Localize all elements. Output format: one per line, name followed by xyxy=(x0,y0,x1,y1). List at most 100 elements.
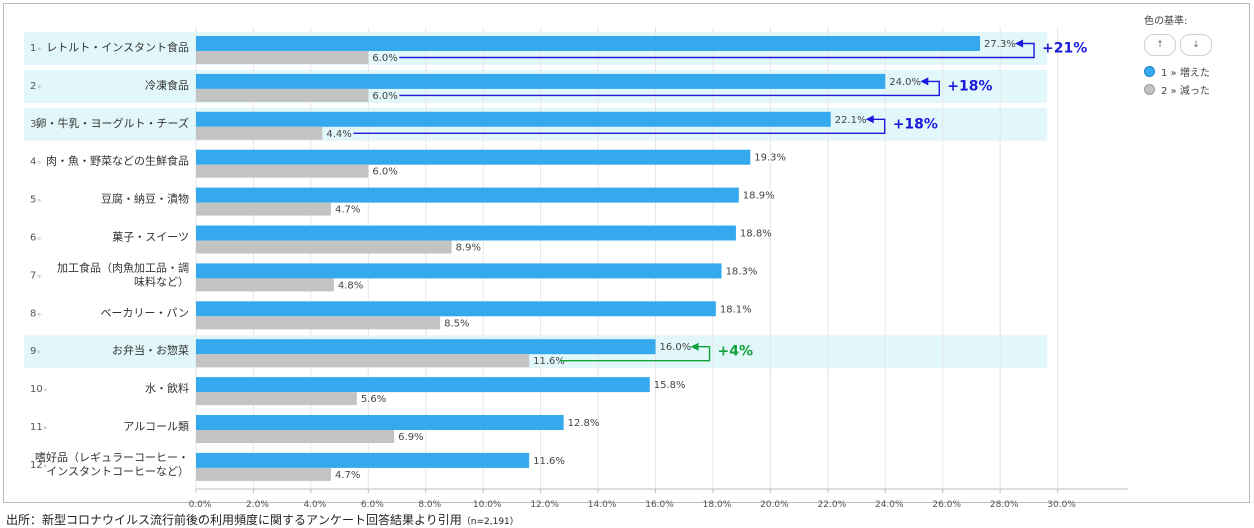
color-legend: 色の基準: ↑ ↓ 1 » 増えた 2 » 減った xyxy=(1144,12,1244,100)
x-tick-label: 18.0% xyxy=(703,500,732,510)
data-label-increased: 16.0% xyxy=(660,342,692,353)
x-tick-label: 26.0% xyxy=(932,500,961,510)
bar-increased xyxy=(196,301,716,317)
x-tick-label: 30.0% xyxy=(1047,500,1076,510)
bar-decreased xyxy=(196,202,331,216)
row-rank: 1 xyxy=(30,43,36,54)
x-tick-label: 10.0% xyxy=(473,500,502,510)
x-tick-label: 14.0% xyxy=(588,500,617,510)
bar-decreased xyxy=(196,278,334,292)
row-rank: 7 xyxy=(30,270,36,281)
annotation-connector xyxy=(560,346,711,362)
row-rank: 9 xyxy=(30,346,36,357)
bar-decreased xyxy=(196,430,395,443)
x-tick-label: 8.0% xyxy=(418,500,441,510)
category-label: 菓子・スイーツ xyxy=(112,231,189,244)
data-label-increased: 22.1% xyxy=(835,115,867,126)
data-label-decreased: 6.0% xyxy=(372,167,397,178)
sort-descending-button[interactable]: ↓ xyxy=(1180,34,1212,56)
annotation-label: +21% xyxy=(1042,41,1087,57)
bar-decreased xyxy=(196,51,369,64)
row-rank-marker: » xyxy=(37,310,41,318)
bar-increased xyxy=(196,377,650,393)
row-rank-marker: » xyxy=(43,424,47,432)
data-label-decreased: 6.0% xyxy=(372,91,397,102)
category-label: インスタントコーヒーなど） xyxy=(46,465,189,478)
row-rank: 3 xyxy=(30,119,36,130)
legend-item-increased[interactable]: 1 » 増えた xyxy=(1144,64,1244,79)
annotation-arrowhead xyxy=(865,115,874,124)
row-rank-marker: » xyxy=(37,45,41,53)
row-rank: 12 xyxy=(30,460,43,471)
row-rank-marker: » xyxy=(37,235,41,243)
row-rank-marker: » xyxy=(37,159,41,167)
x-tick-label: 22.0% xyxy=(818,500,847,510)
category-label: お弁当・お惣菜 xyxy=(112,343,189,357)
category-label: 冷凍食品 xyxy=(145,78,189,92)
legend-swatch-increased xyxy=(1144,65,1155,77)
row-rank: 10 xyxy=(30,384,43,395)
row-rank: 2 xyxy=(30,81,36,92)
x-tick-label: 28.0% xyxy=(990,500,1019,510)
x-tick-label: 6.0% xyxy=(361,500,384,510)
legend-item-decreased[interactable]: 2 » 減った xyxy=(1144,82,1244,97)
x-tick-label: 12.0% xyxy=(530,500,559,510)
data-label-increased: 11.6% xyxy=(533,456,565,467)
data-label-decreased: 11.6% xyxy=(533,356,565,367)
category-label: 水・飲料 xyxy=(145,381,189,395)
category-label: ベーカリー・パン xyxy=(100,306,189,319)
annotation-connector xyxy=(353,118,886,135)
annotation-arrowhead xyxy=(920,77,929,86)
data-label-decreased: 8.9% xyxy=(456,243,481,254)
data-label-decreased: 4.7% xyxy=(335,470,360,481)
sort-ascending-button[interactable]: ↑ xyxy=(1144,34,1176,56)
category-label: 卵・牛乳・ヨーグルト・チーズ xyxy=(36,116,189,130)
row-rank-marker: » xyxy=(37,121,41,129)
data-label-increased: 12.8% xyxy=(568,418,600,429)
data-label-decreased: 4.4% xyxy=(326,129,351,140)
legend-sort-controls: ↑ ↓ xyxy=(1144,34,1244,56)
bar-decreased xyxy=(196,126,323,140)
category-label: 味料など） xyxy=(134,274,189,288)
bar-increased xyxy=(196,263,722,279)
bar-increased xyxy=(196,452,530,468)
row-rank: 4 xyxy=(30,157,36,168)
row-rank: 8 xyxy=(30,308,36,319)
annotation-label: +4% xyxy=(718,344,754,360)
data-label-decreased: 6.9% xyxy=(398,432,423,443)
x-tick-label: 0.0% xyxy=(189,500,212,510)
data-label-increased: 18.3% xyxy=(726,266,758,277)
row-rank-marker: » xyxy=(37,348,41,356)
bar-increased xyxy=(196,36,981,51)
category-label: アルコール類 xyxy=(123,420,189,433)
sample-size: （n=2,191） xyxy=(461,517,519,527)
annotation-connector xyxy=(399,80,940,97)
data-label-increased: 18.8% xyxy=(740,229,772,240)
row-rank-marker: » xyxy=(37,83,41,91)
bar-decreased xyxy=(196,240,452,254)
bar-increased xyxy=(196,339,656,355)
annotation-connector xyxy=(399,42,1035,59)
legend-swatch-decreased xyxy=(1144,83,1155,95)
legend-title: 色の基準: xyxy=(1144,16,1188,27)
bar-increased xyxy=(196,225,736,241)
category-label: 加工食品（肉魚加工品・調 xyxy=(57,260,189,274)
source-note: 出所：新型コロナウイルス流行前後の利用頻度に関するアンケート回答結果より引用（n… xyxy=(6,511,519,528)
data-label-increased: 18.9% xyxy=(743,191,775,202)
category-label: 豆腐・納豆・漬物 xyxy=(101,192,189,206)
bar-increased xyxy=(196,111,831,127)
row-rank-marker: » xyxy=(37,272,41,280)
annotation-label: +18% xyxy=(893,116,938,132)
data-label-increased: 19.3% xyxy=(754,153,786,164)
annotation-label: +18% xyxy=(947,78,992,94)
bar-increased xyxy=(196,73,886,89)
data-label-decreased: 5.6% xyxy=(361,394,386,405)
bar-increased xyxy=(196,415,564,430)
annotation-arrowhead xyxy=(690,342,699,351)
row-rank-marker: » xyxy=(43,462,47,470)
row-rank: 5 xyxy=(30,195,36,206)
x-tick-label: 20.0% xyxy=(760,500,789,510)
x-tick-label: 16.0% xyxy=(645,500,674,510)
x-tick-label: 2.0% xyxy=(246,500,269,510)
bar-increased xyxy=(196,149,751,165)
